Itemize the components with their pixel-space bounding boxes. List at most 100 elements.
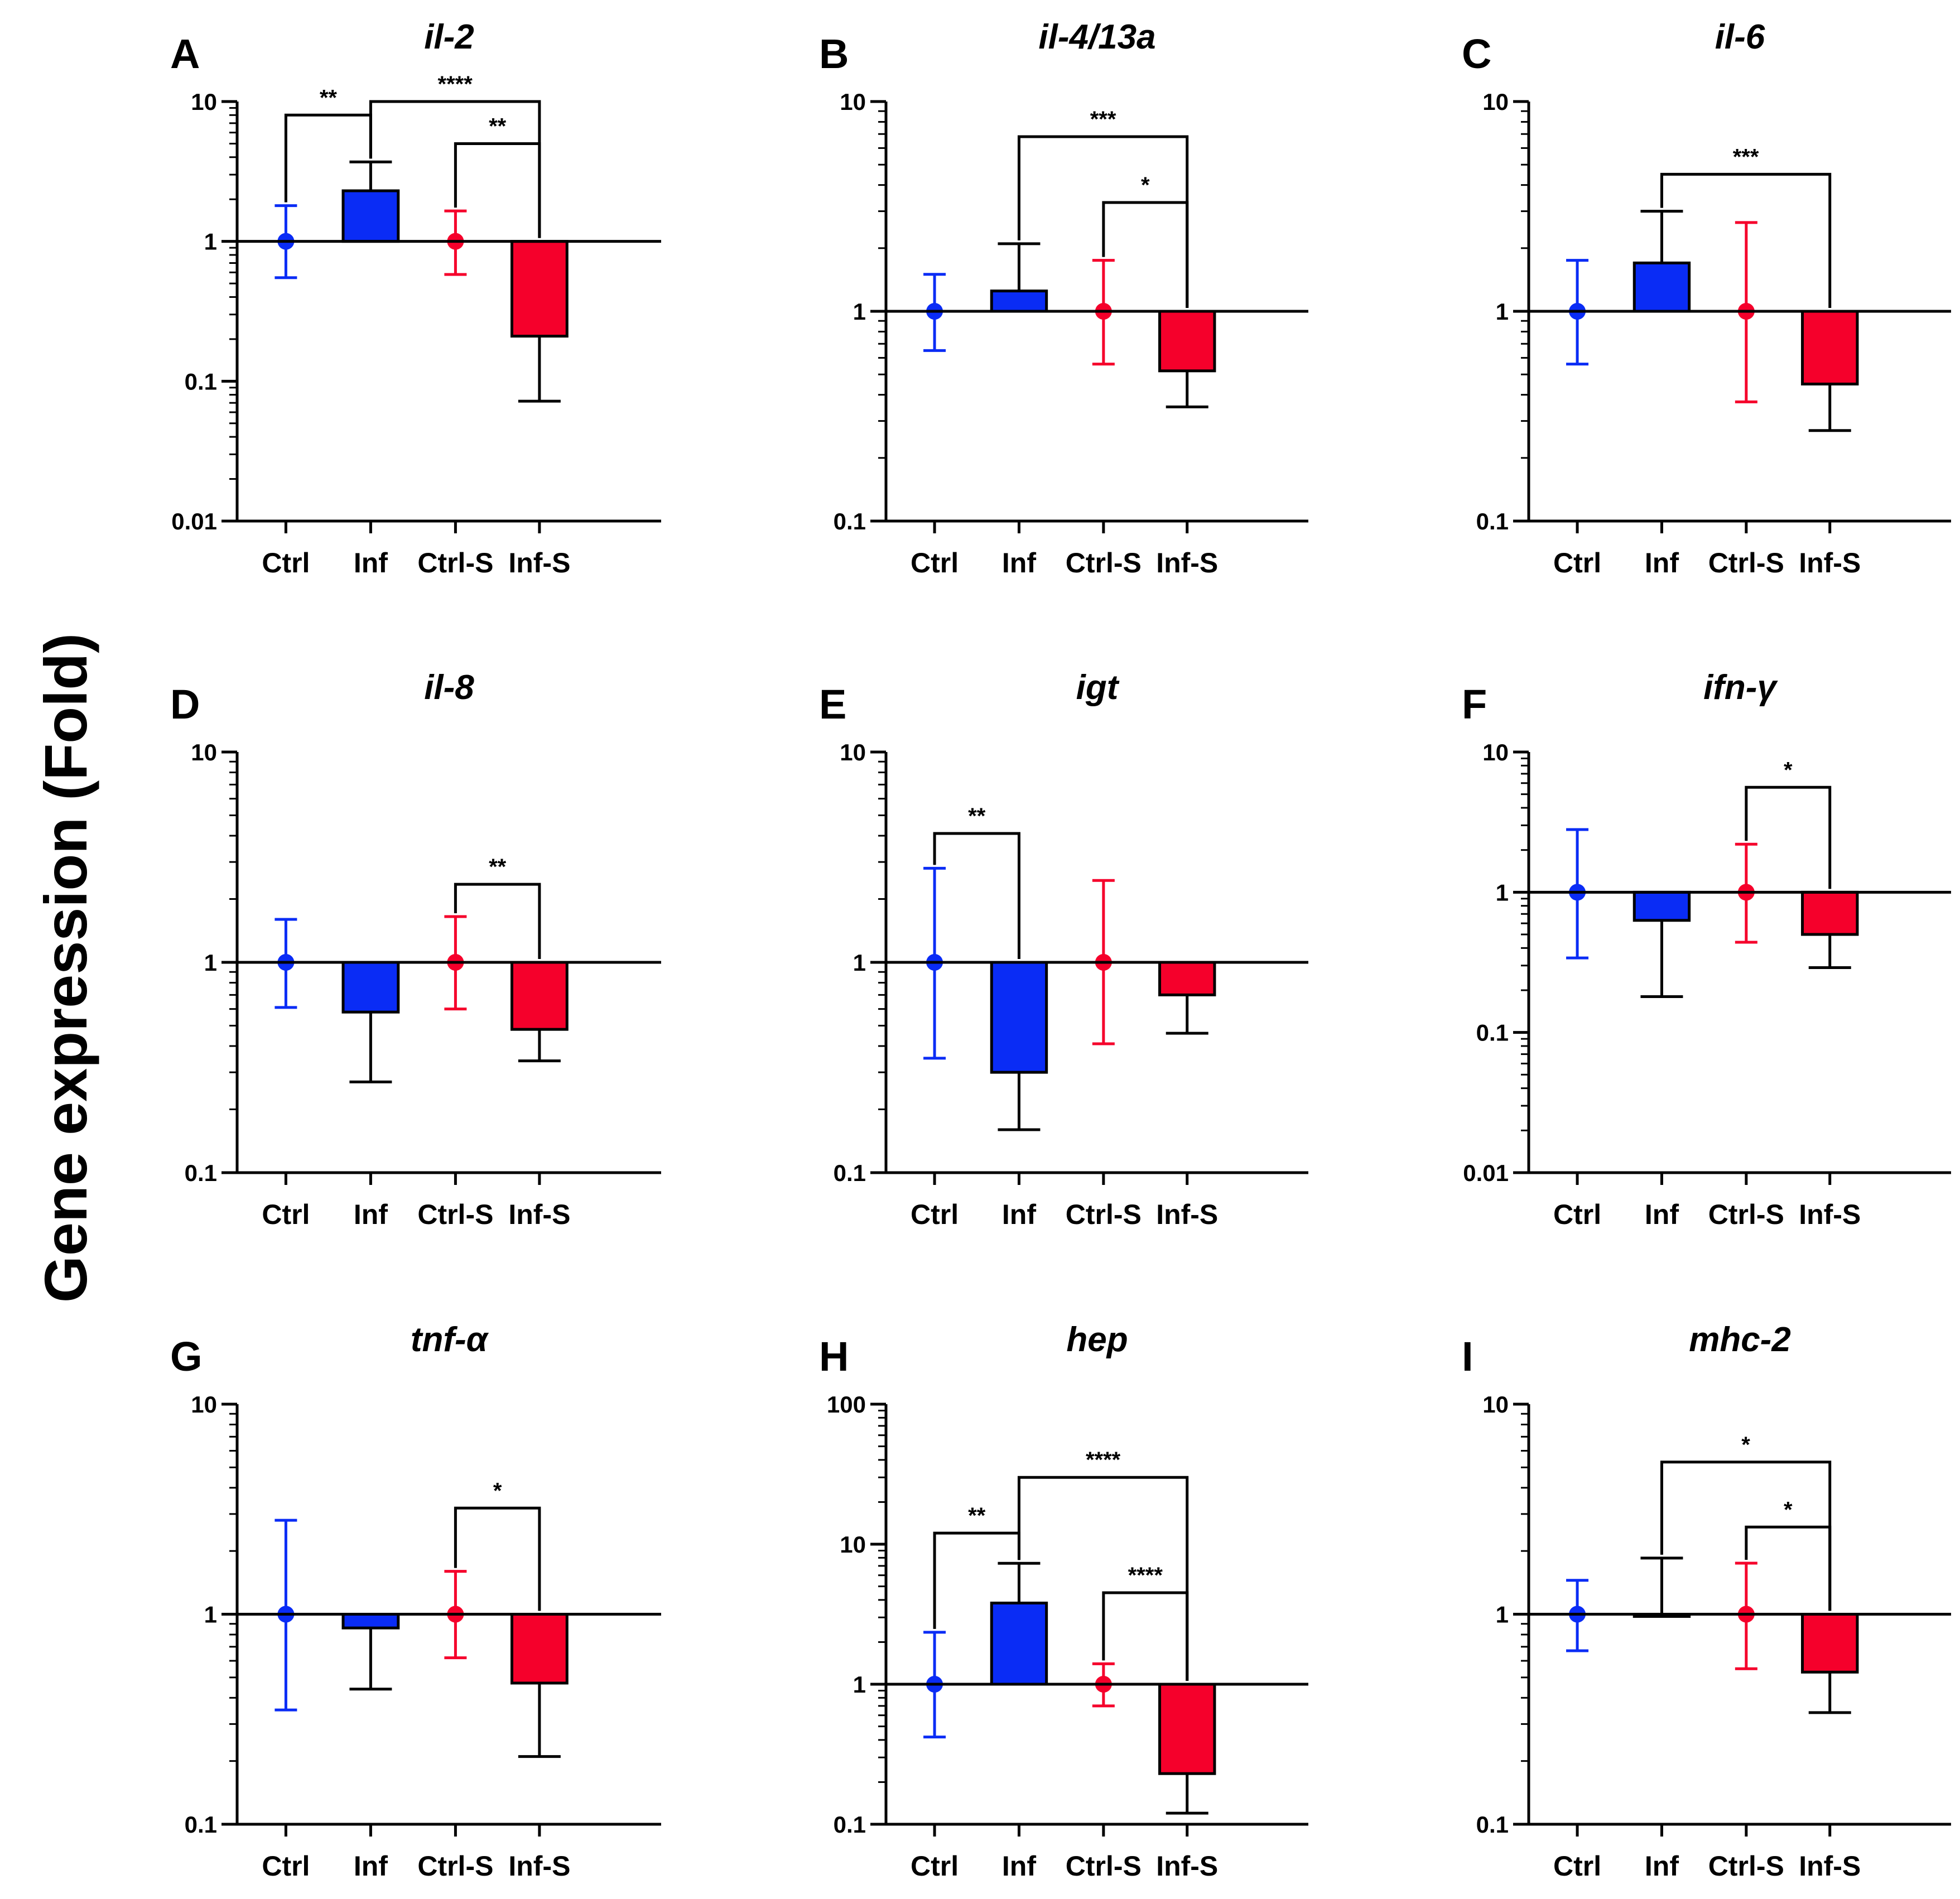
bar-inf-s: [510, 961, 569, 1031]
category-label: Ctrl: [262, 547, 310, 579]
y-tick-label: 0.1: [185, 1160, 217, 1186]
bar-inf-s: [1158, 310, 1216, 373]
category-label: Ctrl-S: [417, 547, 493, 579]
panel-title: igt: [1076, 668, 1120, 707]
category-label: Inf: [1645, 1850, 1679, 1882]
significance-label: *: [1784, 758, 1793, 782]
y-tick-label: 1: [1496, 879, 1509, 905]
significance-bracket: [1017, 1476, 1189, 1681]
panel-letter: G: [170, 1333, 203, 1380]
category-label: Ctrl-S: [1066, 1199, 1142, 1230]
significance-label: ***: [1733, 144, 1759, 169]
significance-label: *: [493, 1478, 502, 1503]
category-label: Inf-S: [508, 1199, 570, 1230]
category-label: Inf: [1645, 547, 1679, 579]
y-tick-label: 10: [1482, 739, 1509, 765]
y-tick-label: 1: [853, 298, 866, 325]
category-label: Ctrl: [911, 1850, 959, 1882]
category-label: Ctrl-S: [1066, 1850, 1142, 1882]
category-label: Inf: [354, 1199, 388, 1230]
significance-label: **: [489, 114, 507, 138]
bar-inf: [341, 1613, 400, 1630]
y-tick-label: 10: [840, 739, 866, 765]
y-tick-label: 1: [204, 229, 217, 255]
bar-inf: [341, 961, 400, 1014]
category-label: Inf: [1002, 1199, 1036, 1230]
category-label: Ctrl-S: [417, 1199, 493, 1230]
significance-label: ****: [438, 72, 473, 97]
category-label: Inf-S: [508, 1850, 570, 1882]
panel-letter: F: [1462, 681, 1487, 727]
category-label: Ctrl: [1553, 1850, 1601, 1882]
y-tick-label: 1: [1496, 1602, 1509, 1628]
significance-label: **: [968, 804, 986, 828]
category-label: Ctrl: [262, 1850, 310, 1882]
panel-title: ifn-γ: [1703, 668, 1778, 707]
category-label: Ctrl-S: [1708, 1850, 1784, 1882]
significance-bracket: [933, 832, 1020, 959]
panel-title: hep: [1066, 1320, 1128, 1359]
bar-inf-s: [1801, 310, 1859, 385]
y-tick-label: 10: [840, 1531, 866, 1558]
category-label: Inf-S: [1156, 547, 1218, 579]
y-tick-label: 1: [204, 1602, 217, 1628]
panel-letter: H: [819, 1333, 849, 1380]
bar-inf-s: [510, 240, 569, 338]
y-tick-label: 10: [191, 89, 217, 115]
bar-inf-s: [1158, 1683, 1216, 1775]
bar-inf: [990, 961, 1048, 1074]
category-label: Ctrl: [911, 547, 959, 579]
panel-title: il-4/13a: [1038, 18, 1155, 56]
panel-letter: B: [819, 31, 849, 77]
category-label: Ctrl: [1553, 547, 1601, 579]
y-axis-label: Gene expression (Fold): [32, 633, 99, 1303]
category-label: Inf-S: [1156, 1850, 1218, 1882]
panel-title: il-6: [1715, 18, 1765, 56]
bar-inf-s: [1801, 1613, 1859, 1674]
category-label: Ctrl-S: [1708, 547, 1784, 579]
panel-title: il-8: [424, 668, 474, 707]
panel-letter: E: [819, 681, 846, 727]
significance-bracket: [1745, 785, 1832, 889]
category-label: Ctrl-S: [417, 1850, 493, 1882]
significance-label: *: [1141, 173, 1150, 197]
y-tick-label: 1: [1496, 298, 1509, 325]
bar-inf: [1632, 890, 1691, 922]
significance-label: *: [1741, 1433, 1750, 1457]
significance-bracket: [454, 883, 541, 959]
significance-label: **: [489, 855, 507, 879]
y-tick-label: 0.1: [185, 368, 217, 394]
bar-inf-s: [1801, 890, 1859, 936]
y-tick-label: 0.1: [834, 508, 866, 534]
category-label: Ctrl: [262, 1199, 310, 1230]
category-label: Inf: [1002, 547, 1036, 579]
panel-letter: D: [170, 681, 200, 727]
bar-inf-s: [1158, 961, 1216, 996]
bar-inf: [990, 1601, 1048, 1686]
y-tick-label: 0.1: [834, 1160, 866, 1186]
y-tick-label: 1: [853, 1671, 866, 1698]
bar-inf-s: [510, 1613, 569, 1685]
bar-inf: [1632, 261, 1691, 313]
significance-label: *: [1784, 1497, 1793, 1522]
significance-label: ***: [1090, 107, 1116, 132]
category-label: Inf-S: [1156, 1199, 1218, 1230]
category-label: Inf: [354, 1850, 388, 1882]
category-label: Ctrl-S: [1708, 1199, 1784, 1230]
significance-label: ****: [1128, 1563, 1163, 1588]
y-tick-label: 1: [204, 950, 217, 976]
category-label: Ctrl: [1553, 1199, 1601, 1230]
significance-bracket: [1660, 172, 1832, 308]
y-tick-label: 0.01: [171, 508, 217, 534]
panel-title: il-2: [424, 18, 474, 56]
category-label: Inf-S: [1799, 1199, 1861, 1230]
category-label: Inf-S: [1799, 547, 1861, 579]
